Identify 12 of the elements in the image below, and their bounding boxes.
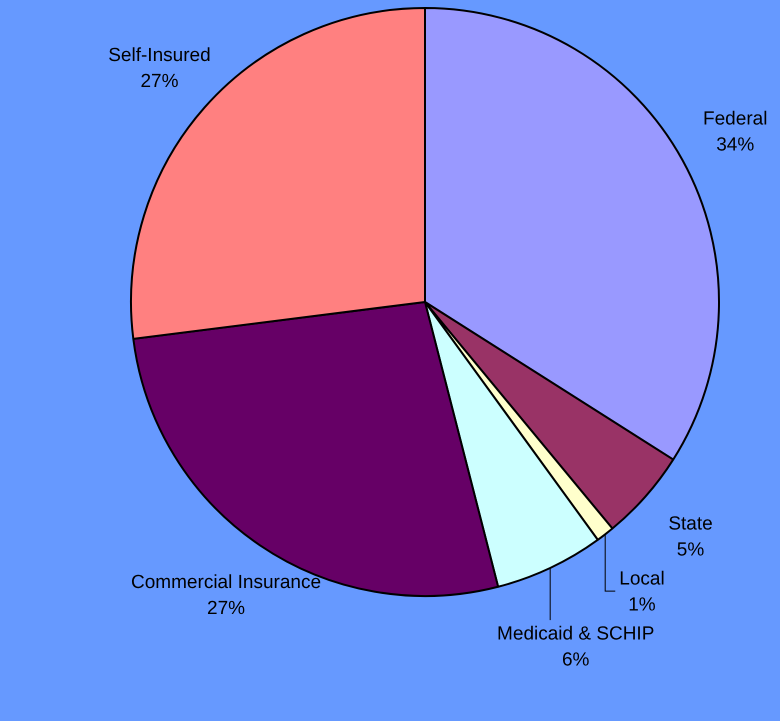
- data-label: 27%: [207, 598, 246, 620]
- slice-label: Commercial Insurance: [130, 572, 322, 594]
- slice-label: Self-Insured: [108, 45, 211, 66]
- slice-label: State: [668, 513, 713, 534]
- data-label: 1%: [628, 594, 656, 616]
- slice-label: Medicaid & SCHIP: [497, 623, 654, 644]
- data-label: 34%: [716, 134, 754, 156]
- data-label: 6%: [562, 649, 590, 670]
- data-label: 5%: [676, 539, 704, 560]
- data-label: 27%: [140, 71, 179, 92]
- slice-label: Federal: [703, 108, 768, 130]
- slice-label: Local: [619, 568, 665, 590]
